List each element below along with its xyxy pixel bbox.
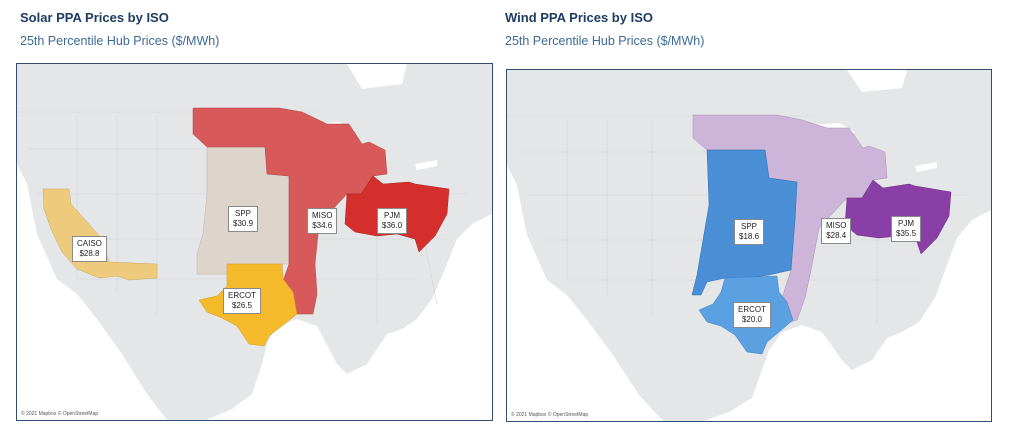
caiso-label-name: CAISO [77,239,102,248]
caiso-label[interactable]: CAISO $28.8 [72,236,107,262]
miso-label-price: $28.4 [826,231,847,240]
pjm-label-name: PJM [898,219,915,228]
solar-map-canvas [17,64,492,420]
spp-label-name: SPP [235,209,252,218]
ercot-label-name: ERCOT [738,305,766,314]
ercot-label[interactable]: ERCOT $20.0 [733,302,771,328]
pjm-label[interactable]: PJM $36.0 [377,208,408,234]
spp-label-price: $18.6 [739,232,760,241]
miso-label-name: MISO [312,211,333,220]
spp-label[interactable]: SPP $18.6 [734,219,765,245]
miso-label[interactable]: MISO $34.6 [307,208,338,234]
hudson-bay [847,70,907,92]
pjm-label-price: $36.0 [382,221,403,230]
wind-map[interactable]: SPP $18.6 MISO $28.4 PJM $35.5 ERCOT $20… [506,69,992,422]
miso-label[interactable]: MISO $28.4 [821,218,852,244]
lake-ontario [915,162,937,172]
wind-map-attribution[interactable]: © 2021 Mapbox © OpenStreetMap [511,412,589,418]
pjm-label[interactable]: PJM $35.5 [891,216,922,242]
solar-map-title: Solar PPA Prices by ISO [20,10,169,25]
caiso-region [42,188,158,281]
pjm-label-price: $35.5 [896,229,917,238]
ercot-label-price: $20.0 [741,315,763,324]
ercot-label-price: $26.5 [231,301,253,310]
lake-ontario [415,160,437,170]
wind-map-title: Wind PPA Prices by ISO [505,10,653,25]
ercot-label-name: ERCOT [228,291,256,300]
spp-label-name: SPP [741,222,758,231]
wind-map-subtitle: 25th Percentile Hub Prices ($/MWh) [505,34,705,48]
hudson-bay [347,64,407,89]
solar-map-subtitle: 25th Percentile Hub Prices ($/MWh) [20,34,220,48]
caiso-label-price: $28.8 [79,249,100,258]
solar-map-attribution[interactable]: © 2021 Mapbox © OpenStreetMap [21,411,99,417]
miso-label-name: MISO [826,221,847,230]
miso-label-price: $34.6 [312,221,333,230]
spp-label[interactable]: SPP $30.9 [228,206,259,232]
ercot-label[interactable]: ERCOT $26.5 [223,288,261,314]
wind-map-canvas [507,70,991,421]
pjm-label-name: PJM [384,211,401,220]
spp-label-price: $30.9 [233,219,254,228]
solar-map[interactable]: CAISO $28.8 SPP $30.9 MISO $34.6 PJM $36… [16,63,493,421]
